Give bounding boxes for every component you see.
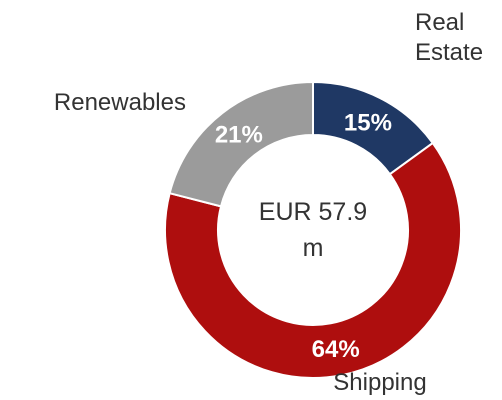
center-label: EUR 57.9 m	[258, 198, 368, 262]
category-label: Real Estate	[415, 9, 484, 66]
category-label: Renewables	[53, 89, 186, 116]
value-label: 64%	[312, 336, 360, 363]
donut-segment	[168, 80, 314, 208]
value-label: 21%	[215, 122, 263, 149]
value-label: 15%	[344, 110, 392, 137]
donut-segment	[164, 141, 462, 379]
category-label: Shipping	[333, 369, 427, 396]
